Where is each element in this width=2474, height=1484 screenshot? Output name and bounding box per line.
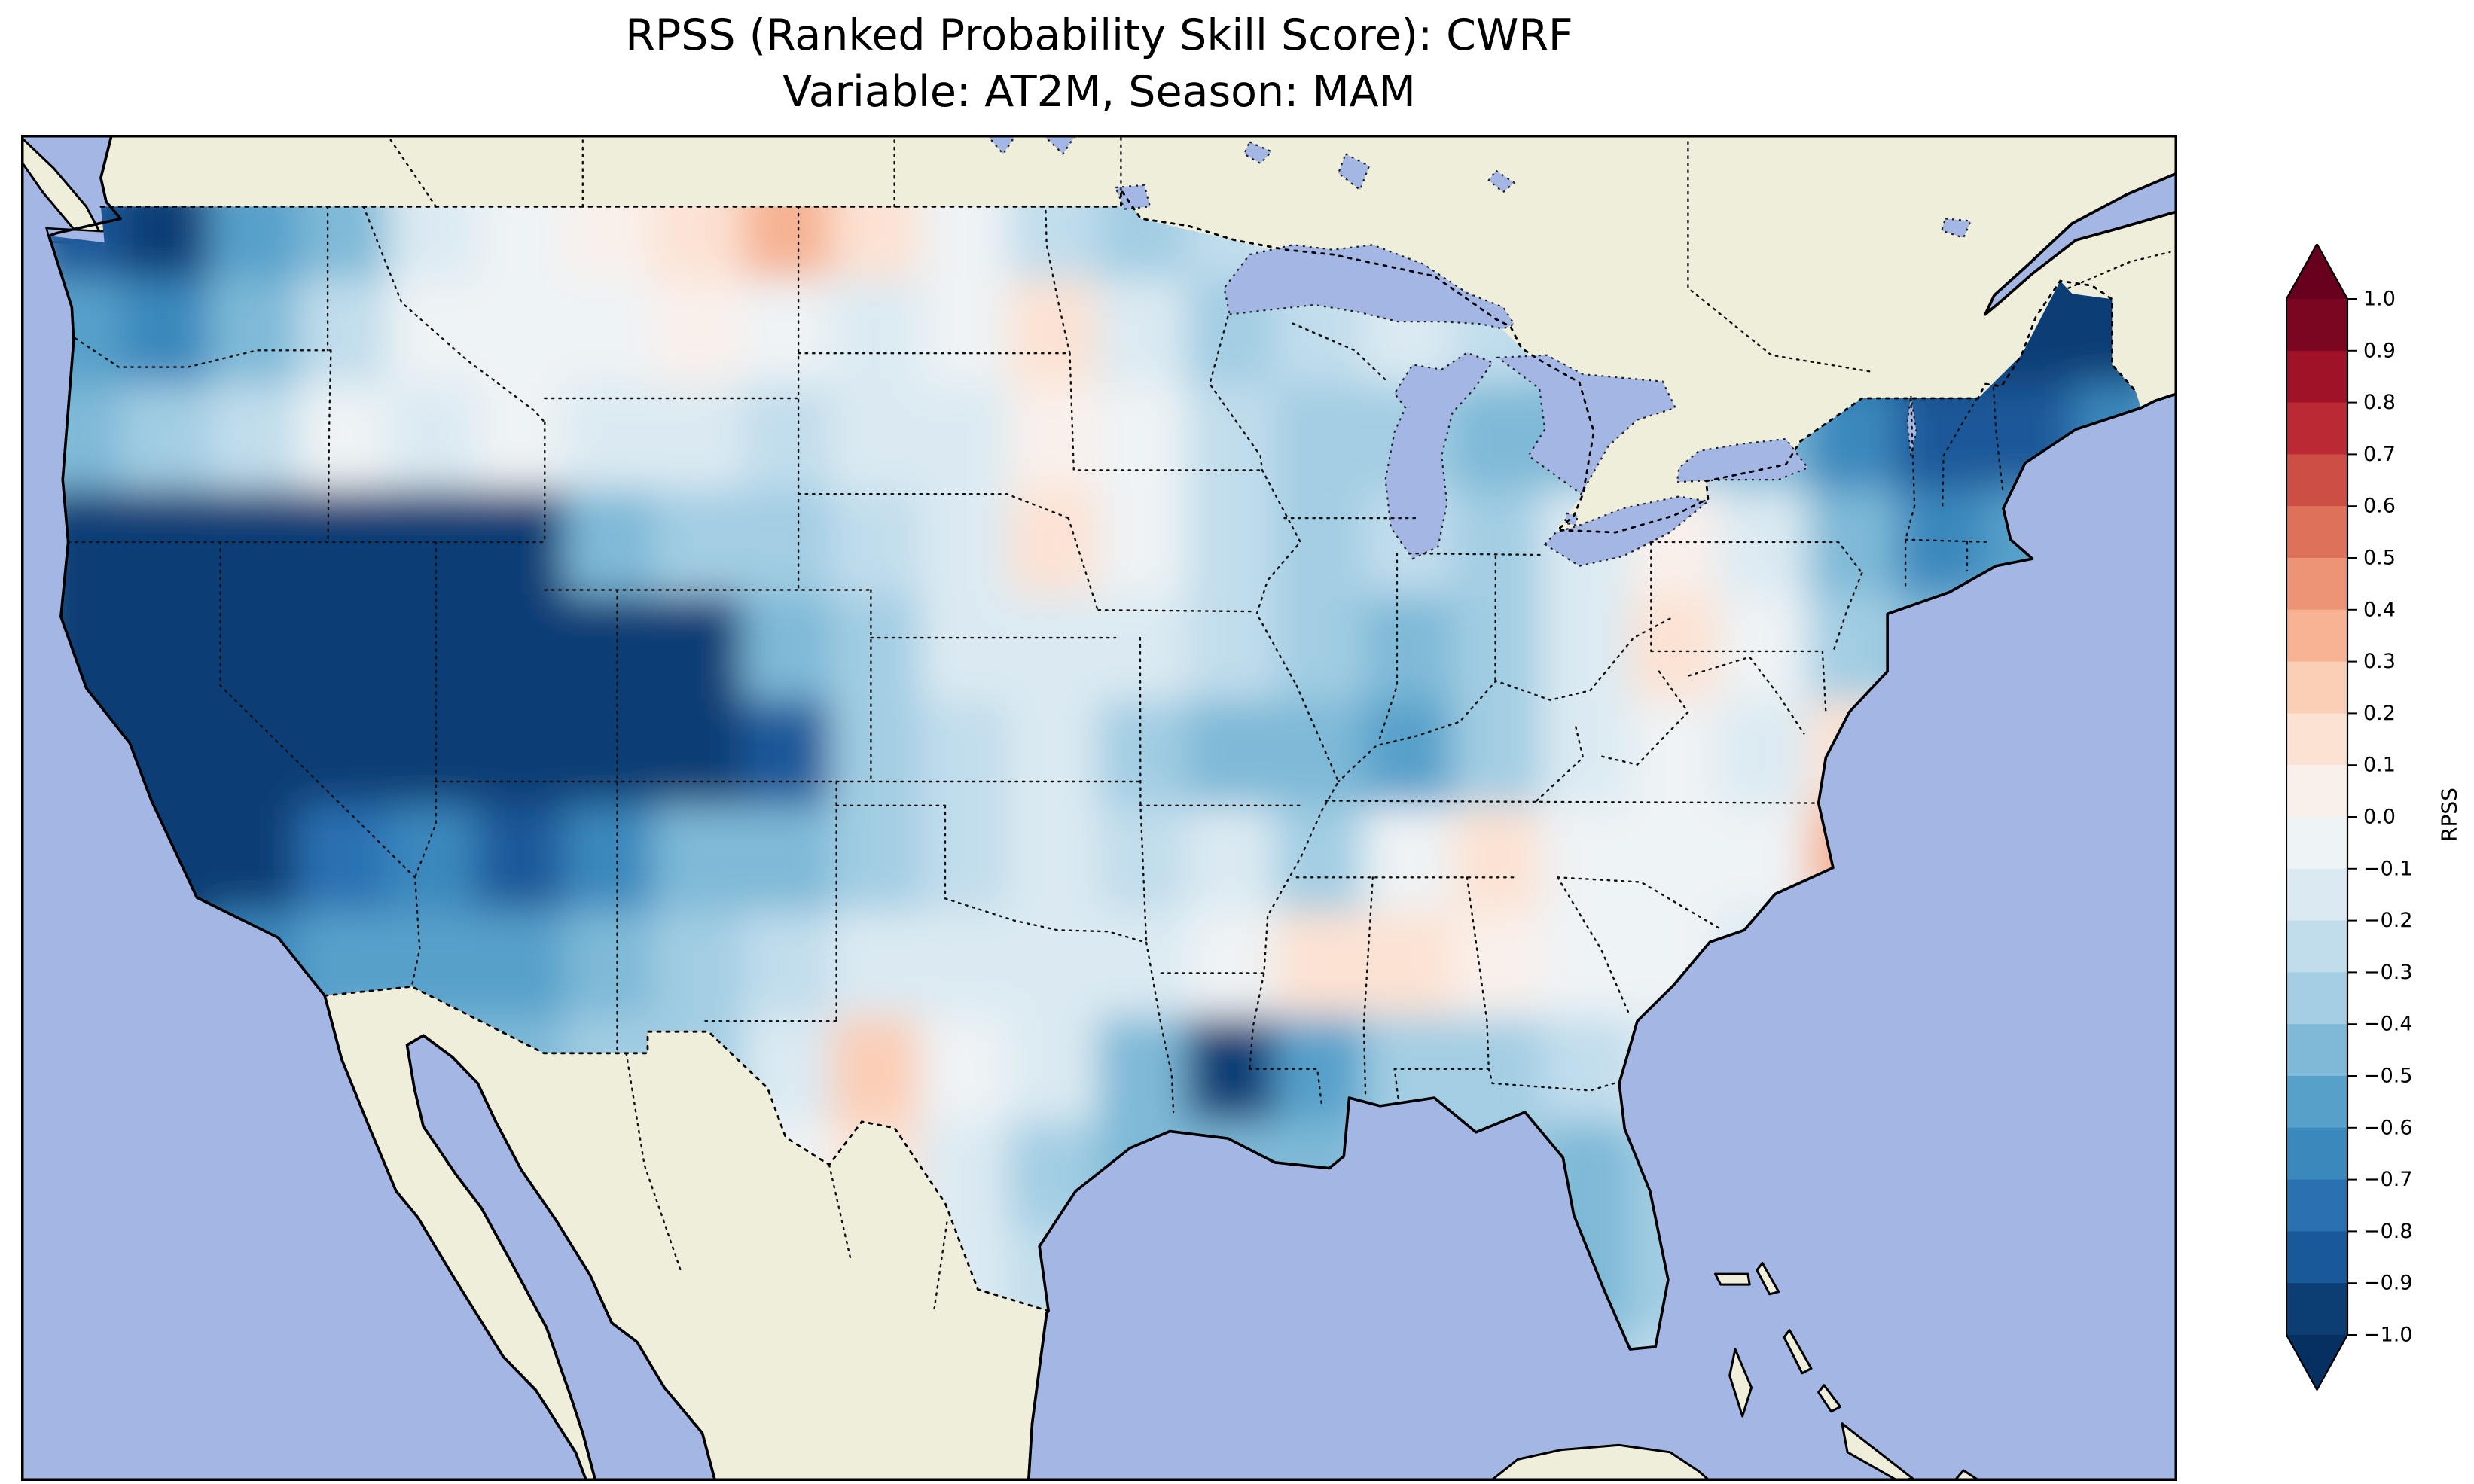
island [1756, 1262, 1780, 1296]
islands-layer [21, 136, 1981, 1481]
lake [1543, 495, 1710, 567]
colorbar-tick-label: −0.7 [2363, 1168, 2413, 1191]
map-canvas [21, 135, 2177, 1481]
island [1783, 1329, 1813, 1375]
colorbar-tick-label: 0.1 [2363, 754, 2396, 777]
figure-title: RPSS (Ranked Probability Skill Score): C… [21, 8, 2177, 120]
map-frame [21, 135, 2177, 1481]
lake [1676, 437, 1809, 483]
coastline [47, 135, 2177, 1481]
lake [1906, 395, 1917, 456]
colorbar-tick-label: −0.9 [2363, 1272, 2413, 1295]
colorbar-tick-label: 0.3 [2363, 650, 2396, 673]
national-borders [99, 186, 2137, 1312]
state-borders [67, 135, 2171, 1310]
figure-title-line1: RPSS (Ranked Probability Skill Score): C… [625, 11, 1573, 60]
colorbar-tick-label: 0.7 [2363, 443, 2396, 466]
colorbar-tick-label: −0.6 [2363, 1116, 2413, 1139]
island [1841, 1422, 1914, 1481]
colorbar-tick-label: 0.9 [2363, 339, 2396, 362]
lake [1940, 218, 1972, 239]
figure-title-line2: Variable: AT2M, Season: MAM [782, 67, 1416, 117]
colorbar-tick-label: −0.5 [2363, 1065, 2413, 1088]
colorbar-tick-label: 0.6 [2363, 495, 2396, 518]
lakes-layer [985, 135, 1972, 567]
colorbar-axis-label: RPSS [2436, 788, 2462, 842]
colorbar: 1.0 0.9 0.8 0.7 0.6 0.5 0.4 0.3 0.2 0.1 0.0 −0.1 −0.… [2286, 244, 2460, 1396]
lake [1495, 354, 1677, 495]
island [1817, 1384, 1841, 1413]
colorbar-tick-label: 0.4 [2363, 598, 2396, 621]
colorbar-tick-label: −0.8 [2363, 1220, 2413, 1243]
colorbar-tick-label: −0.4 [2363, 1013, 2413, 1036]
colorbar-extend-max [2286, 244, 2347, 299]
colorbar-canvas: 1.0 0.9 0.8 0.7 0.6 0.5 0.4 0.3 0.2 0.1 0.0 −0.1 −0.… [2286, 244, 2413, 1392]
colorbar-tick-label: 0.5 [2363, 547, 2396, 570]
lake [1384, 352, 1494, 560]
lake [1487, 169, 1516, 193]
colorbar-tick-label: 0.8 [2363, 391, 2396, 414]
colorbar-tick-label: 0.2 [2363, 702, 2396, 725]
lake [1243, 141, 1273, 165]
lake [1042, 135, 1077, 156]
lake [1114, 184, 1152, 210]
map-panel [21, 135, 2177, 1481]
colorbar-bands [2286, 299, 2347, 1336]
colorbar-extend-min [2286, 1335, 2347, 1390]
island [1728, 1348, 1753, 1418]
colorbar-tick-label: −1.0 [2363, 1324, 2413, 1347]
island [1714, 1272, 1751, 1286]
colorbar-tick-label: −0.2 [2363, 909, 2413, 932]
colorbar-tick-label: 1.0 [2363, 288, 2396, 311]
colorbar-tick-label: 0.0 [2363, 806, 2396, 829]
colorbar-tick-label: −0.1 [2363, 857, 2413, 880]
colorbar-tick-label: −0.3 [2363, 961, 2413, 984]
lake [1337, 152, 1371, 191]
lake [985, 135, 1017, 156]
lake [1223, 244, 1516, 330]
